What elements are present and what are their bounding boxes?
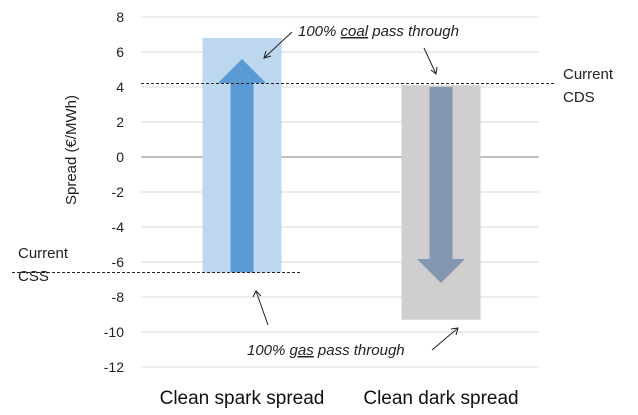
gas-pointer-to-arrow: [431, 327, 459, 351]
y-tick-label: -6: [112, 254, 125, 270]
category-label-clean-dark: Clean dark spread: [363, 388, 518, 409]
clean-dark-down-arrow: [417, 87, 465, 283]
gas-annotation-suffix: pass through: [314, 342, 405, 359]
coal-pointer-to-arrow-head: [263, 50, 272, 59]
y-tick-label: 6: [116, 44, 124, 60]
y-tick-labels: -12 -10 -8 -6 -4 -2 0 2 4 6 8: [104, 9, 124, 375]
y-tick-label: 2: [116, 114, 124, 130]
y-tick-label: -12: [104, 359, 124, 375]
coal-annotation-underlined: coal: [341, 23, 369, 40]
y-tick-label: 4: [116, 79, 124, 95]
pass-through-arrows: [218, 59, 465, 283]
current-css-label-line2: CSS: [18, 268, 49, 285]
gas-pointer-to-arrow-head: [450, 327, 459, 336]
gas-pointer-to-css-head: [252, 290, 262, 298]
coal-pass-through-annotation: 100% coal pass through: [298, 23, 459, 40]
category-label-clean-spark: Clean spark spread: [160, 388, 325, 409]
gas-annotation-underlined: gas: [290, 342, 315, 359]
y-axis-label: Spread (€/MWh): [63, 95, 80, 205]
current-cds-label-line1: Current: [563, 66, 614, 83]
current-cds-label-line2: CDS: [563, 89, 595, 106]
current-css-label-line1: Current: [18, 245, 69, 262]
callout-pointers: [252, 31, 459, 351]
y-tick-label: -2: [112, 184, 125, 200]
coal-pointer-to-arrow: [263, 31, 293, 59]
reference-lines: [12, 83, 555, 273]
coal-pointer-to-cds-head: [430, 66, 438, 75]
gas-annotation-prefix: 100%: [247, 342, 290, 359]
y-tick-label: -8: [112, 289, 125, 305]
y-tick-label: 0: [116, 149, 124, 165]
y-tick-label: -10: [104, 324, 124, 340]
y-tick-label: 8: [116, 9, 124, 25]
coal-annotation-suffix: pass through: [368, 23, 459, 40]
y-tick-label: -4: [112, 219, 125, 235]
clean-spark-up-arrow: [218, 59, 266, 273]
coal-annotation-prefix: 100%: [298, 23, 341, 40]
coal-pointer-to-cds: [423, 47, 437, 75]
gas-pass-through-annotation: 100% gas pass through: [247, 342, 405, 359]
gas-pointer-to-css: [255, 290, 269, 326]
